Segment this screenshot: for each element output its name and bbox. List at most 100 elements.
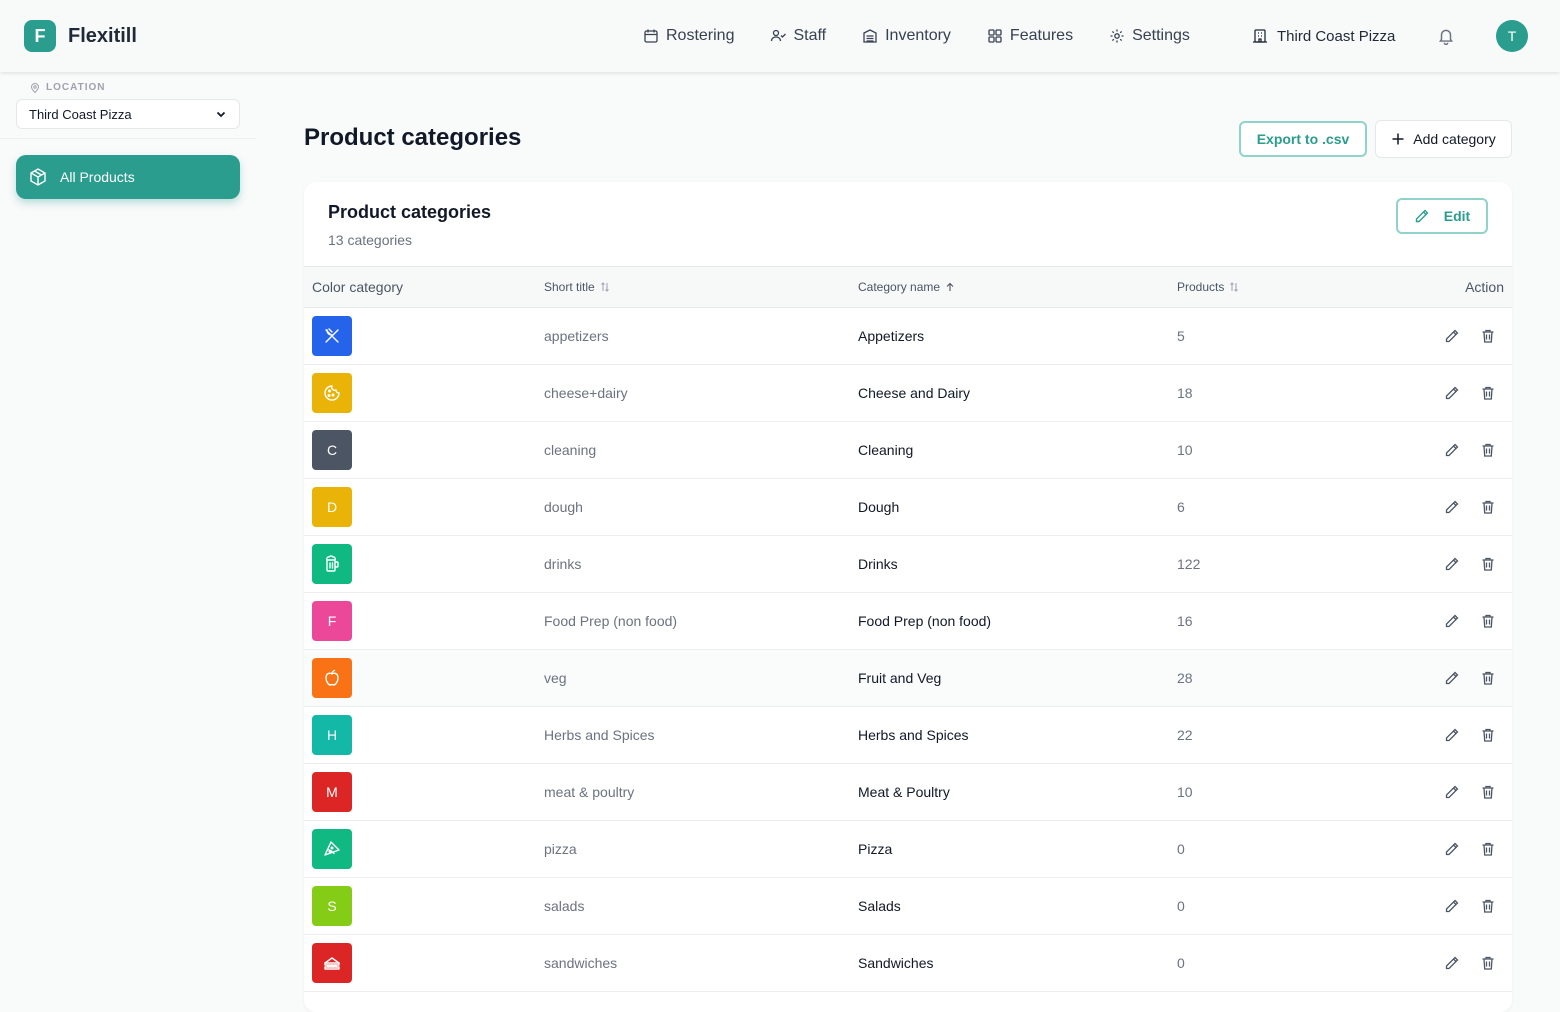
trash-icon [1480, 499, 1496, 515]
column-products-label: Products [1177, 280, 1224, 294]
delete-row-button[interactable] [1480, 841, 1496, 857]
add-category-label: Add category [1413, 131, 1496, 147]
nav-settings-label: Settings [1132, 27, 1190, 45]
delete-row-button[interactable] [1480, 499, 1496, 515]
category-name-cell: Appetizers [858, 308, 924, 364]
category-name-cell: Cheese and Dairy [858, 365, 970, 421]
delete-row-button[interactable] [1480, 955, 1496, 971]
sort-icon [1229, 282, 1239, 292]
category-name-cell: Pizza [858, 821, 892, 877]
delete-row-button[interactable] [1480, 727, 1496, 743]
brand-logo: F [24, 20, 56, 52]
table-body: appetizers Appetizers 5 cheese+dairy Cheese … [304, 308, 1512, 992]
color-swatch-letter: S [327, 898, 336, 914]
edit-row-button[interactable] [1444, 727, 1460, 743]
short-title-cell: veg [544, 650, 567, 706]
delete-row-button[interactable] [1480, 328, 1496, 344]
trash-icon [1480, 556, 1496, 572]
nav-features[interactable]: Features [987, 27, 1073, 45]
edit-row-button[interactable] [1444, 442, 1460, 458]
edit-row-button[interactable] [1444, 328, 1460, 344]
edit-row-button[interactable] [1444, 385, 1460, 401]
edit-row-button[interactable] [1444, 499, 1460, 515]
products-count-cell: 16 [1177, 593, 1193, 649]
edit-button-label: Edit [1444, 208, 1470, 224]
table-row[interactable]: H Herbs and Spices Herbs and Spices 22 [304, 707, 1512, 764]
table-row[interactable]: pizza Pizza 0 [304, 821, 1512, 878]
main-nav: Rostering Staff Inventory Features Setti… [643, 22, 1226, 50]
table-row[interactable]: appetizers Appetizers 5 [304, 308, 1512, 365]
sidebar-divider [0, 138, 256, 139]
trash-icon [1480, 613, 1496, 629]
nav-staff[interactable]: Staff [770, 27, 826, 45]
gear-icon [1109, 28, 1125, 44]
delete-row-button[interactable] [1480, 898, 1496, 914]
edit-row-button[interactable] [1444, 841, 1460, 857]
pencil-icon [1414, 208, 1430, 224]
delete-row-button[interactable] [1480, 442, 1496, 458]
map-pin-icon [30, 83, 40, 93]
delete-row-button[interactable] [1480, 385, 1496, 401]
table-row[interactable]: cheese+dairy Cheese and Dairy 18 [304, 365, 1512, 422]
apple-icon [322, 668, 342, 688]
category-name-cell: Cleaning [858, 422, 913, 478]
location-switcher-label: Third Coast Pizza [1277, 28, 1395, 45]
page-title: Product categories [304, 124, 521, 152]
nav-rostering[interactable]: Rostering [643, 27, 734, 45]
edit-row-button[interactable] [1444, 556, 1460, 572]
location-switcher[interactable]: Third Coast Pizza [1252, 22, 1395, 50]
nav-inventory-label: Inventory [885, 27, 951, 45]
edit-row-button[interactable] [1444, 613, 1460, 629]
short-title-cell: meat & poultry [544, 764, 634, 820]
delete-row-button[interactable] [1480, 670, 1496, 686]
table-row[interactable]: sandwiches Sandwiches 0 [304, 935, 1512, 992]
pencil-icon [1444, 898, 1460, 914]
delete-row-button[interactable] [1480, 784, 1496, 800]
color-swatch [312, 316, 352, 356]
sidebar-item-all-products[interactable]: All Products [16, 155, 240, 199]
column-category-name[interactable]: Category name [858, 267, 955, 307]
short-title-cell: Herbs and Spices [544, 707, 655, 763]
avatar[interactable]: T [1496, 20, 1528, 52]
color-swatch-letter: F [328, 613, 337, 629]
color-swatch [312, 658, 352, 698]
column-products[interactable]: Products [1177, 267, 1239, 307]
trash-icon [1480, 442, 1496, 458]
table-row[interactable]: veg Fruit and Veg 28 [304, 650, 1512, 707]
sidebar: LOCATION Third Coast Pizza All Products [0, 72, 256, 1000]
location-select-value: Third Coast Pizza [29, 107, 132, 122]
trash-icon [1480, 328, 1496, 344]
beer-icon [322, 554, 342, 574]
category-name-cell: Fruit and Veg [858, 650, 941, 706]
delete-row-button[interactable] [1480, 556, 1496, 572]
edit-row-button[interactable] [1444, 898, 1460, 914]
export-csv-button[interactable]: Export to .csv [1239, 121, 1367, 157]
edit-button[interactable]: Edit [1396, 198, 1488, 234]
nav-inventory[interactable]: Inventory [862, 27, 951, 45]
pencil-icon [1444, 442, 1460, 458]
location-select[interactable]: Third Coast Pizza [16, 99, 240, 129]
delete-row-button[interactable] [1480, 613, 1496, 629]
edit-row-button[interactable] [1444, 670, 1460, 686]
table-row[interactable]: F Food Prep (non food) Food Prep (non food… [304, 593, 1512, 650]
products-count-cell: 10 [1177, 422, 1193, 478]
users-icon [770, 28, 786, 44]
brand[interactable]: F Flexitill [24, 20, 137, 52]
table-row[interactable]: drinks Drinks 122 [304, 536, 1512, 593]
edit-row-button[interactable] [1444, 955, 1460, 971]
column-short-title[interactable]: Short title [544, 267, 610, 307]
bell-icon[interactable] [1437, 27, 1455, 45]
nav-settings[interactable]: Settings [1109, 27, 1190, 45]
short-title-cell: pizza [544, 821, 577, 877]
edit-row-button[interactable] [1444, 784, 1460, 800]
pencil-icon [1444, 727, 1460, 743]
trash-icon [1480, 670, 1496, 686]
trash-icon [1480, 385, 1496, 401]
calendar-icon [643, 28, 659, 44]
add-category-button[interactable]: Add category [1375, 120, 1512, 158]
color-swatch [312, 544, 352, 584]
